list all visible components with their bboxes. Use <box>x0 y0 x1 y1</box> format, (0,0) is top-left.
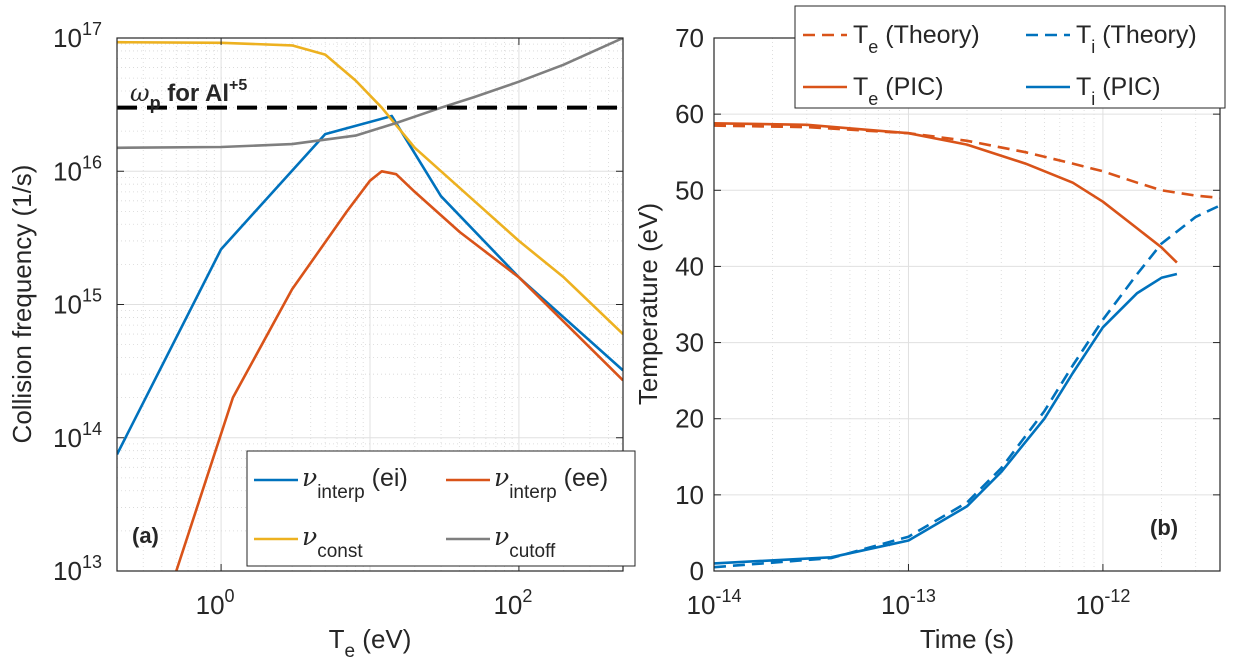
series-line-Te-pic <box>714 122 1178 264</box>
y-tick-label: 60 <box>675 99 704 129</box>
x-tick-label: 102 <box>493 586 532 620</box>
legend-entry: νcutoff <box>494 522 556 562</box>
legend-b: Te (Theory) Ti (Theory) Te (PIC) Ti (PIC) <box>794 5 1226 109</box>
y-tick-label: 1013 <box>53 552 102 586</box>
series-line-Ti-pic <box>714 272 1178 565</box>
y-tick-label: 40 <box>675 251 704 281</box>
y-tick-label: 1017 <box>53 19 102 53</box>
series-line-const <box>117 40 623 336</box>
y-tick-label: 10 <box>675 480 704 510</box>
x-axis-label-a: Te (eV) <box>329 624 412 662</box>
y-tick-label: 70 <box>675 23 704 53</box>
legend-entry: νinterp (ei) <box>302 463 408 503</box>
panel-b: 0 10 20 30 40 50 60 70 10-14 10-13 10-12 Time (s) Te… <box>633 5 1226 654</box>
y-axis-label-b: Temperature (eV) <box>633 203 663 405</box>
x-tick-label: 10-14 <box>687 586 742 620</box>
x-tick-label: 100 <box>196 586 235 620</box>
panel-label-b: (b) <box>1150 515 1178 540</box>
legend-entry: Te (Theory) <box>853 21 980 57</box>
series-line-Ti-theory <box>714 204 1220 569</box>
legend-entry: Ti (Theory) <box>1076 21 1197 57</box>
y-tick-label: 50 <box>675 175 704 205</box>
plot-area-b <box>714 38 1220 571</box>
y-axis-label-a: Collision frequency (1/s) <box>7 165 37 444</box>
series-line-interp-ee <box>175 170 623 571</box>
legend-box-a <box>246 450 636 567</box>
series-line-cutoff <box>117 38 623 150</box>
y-tick-label: 1016 <box>53 152 102 186</box>
y-tick-label: 20 <box>675 404 704 434</box>
plasma-frequency-label: ωp for Al+5 <box>130 77 247 113</box>
panel-a: ωp for Al+5 1013 1014 1015 1016 1017 100 102 Te … <box>7 19 636 662</box>
x-tick-label: 10-13 <box>881 586 936 620</box>
y-tick-label: 30 <box>675 328 704 358</box>
legend-entry: Te (PIC) <box>853 73 944 109</box>
legend-entry: νconst <box>302 522 363 562</box>
y-tick-label: 1015 <box>53 286 102 320</box>
x-axis-label-b: Time (s) <box>920 624 1014 654</box>
legend-entry: Ti (PIC) <box>1076 73 1161 109</box>
panel-label-a: (a) <box>132 523 159 548</box>
legend-a: νinterp (ei) νinterp (ee) νconst νcutoff <box>246 450 636 567</box>
y-tick-label: 0 <box>690 556 704 586</box>
legend-box-b <box>794 5 1226 109</box>
y-tick-label: 1014 <box>53 419 102 453</box>
legend-entry: νinterp (ee) <box>494 463 608 503</box>
x-tick-label: 10-12 <box>1075 586 1130 620</box>
